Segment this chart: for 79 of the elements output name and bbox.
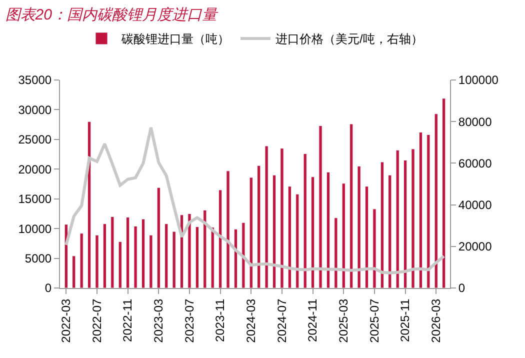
bar: [388, 174, 392, 288]
x-tick-label: 2025-11: [398, 298, 412, 342]
bar: [234, 228, 238, 288]
x-tick-label: 2024-03: [244, 298, 258, 343]
y-tick-label: 30000: [18, 102, 52, 117]
bar: [357, 166, 361, 288]
bar: [242, 222, 246, 288]
bar: [296, 194, 300, 288]
bar: [380, 162, 384, 288]
bar: [411, 148, 415, 288]
x-tick-label: 2022-07: [90, 298, 104, 343]
x-tick-label: 2023-11: [213, 298, 228, 342]
y2-tick-label: 20000: [458, 240, 492, 254]
bar: [434, 114, 438, 288]
x-tick-label: 2023-07: [182, 298, 196, 343]
bar: [404, 160, 408, 288]
bar: [203, 210, 207, 288]
bar: [95, 234, 99, 288]
bar: [164, 224, 168, 288]
bar: [272, 174, 276, 288]
x-tick-label: 2022-11: [120, 298, 135, 342]
bar: [218, 190, 222, 288]
bar: [226, 170, 230, 288]
x-tick-label: 2023-03: [152, 298, 166, 343]
bar: [249, 177, 253, 288]
bar: [110, 216, 114, 288]
x-tick-label: 2024-11: [306, 298, 320, 342]
bar: [342, 183, 346, 288]
y2-tick-label: 60000: [458, 156, 492, 170]
bar: [288, 186, 292, 288]
line-series: [64, 126, 446, 274]
bar: [372, 208, 376, 288]
bar: [264, 146, 268, 288]
bar: [118, 241, 122, 288]
x-tick-label: 2025-03: [336, 298, 351, 343]
bar: [172, 231, 176, 288]
y-tick-label: 15000: [18, 192, 52, 206]
x-tick-label: 2022-03: [59, 298, 74, 343]
bar: [195, 226, 199, 288]
y-tick-label: 10000: [18, 222, 52, 236]
y2-tick-label: 100000: [458, 73, 499, 88]
y-tick-label: 0: [44, 281, 52, 296]
bar: [334, 218, 338, 288]
bar: [350, 124, 354, 288]
y-tick-label: 25000: [18, 132, 52, 147]
x-tick-label: 2024-07: [274, 298, 289, 343]
bar: [426, 134, 430, 288]
bar: [80, 233, 84, 288]
bar: [88, 121, 92, 288]
bar: [364, 186, 369, 288]
bar: [311, 176, 315, 288]
legend-label: 碳酸锂进口量（吨）: [120, 32, 230, 46]
y2-tick-label: 80000: [458, 114, 492, 129]
y-tick-label: 5000: [24, 251, 52, 266]
bar: [326, 172, 330, 288]
bar: [303, 153, 307, 288]
bar: [102, 224, 106, 288]
bar: [149, 234, 153, 288]
bar: [210, 227, 214, 288]
legend-label: 进口价格（美元/吨，右轴）: [276, 32, 423, 46]
bar: [418, 132, 422, 288]
bar: [188, 213, 192, 288]
y2-tick-label: 0: [458, 281, 466, 296]
x-tick-label: 2026-03: [429, 298, 444, 343]
y2-tick-label: 40000: [458, 198, 492, 212]
bar: [396, 150, 400, 288]
chart-title: 图表20：国内碳酸锂月度进口量: [5, 6, 219, 24]
bar: [318, 126, 322, 288]
bar: [134, 226, 138, 288]
y-tick-label: 35000: [18, 73, 52, 88]
bar: [257, 165, 261, 288]
x-tick-label: 2025-07: [367, 298, 382, 343]
bar: [280, 148, 284, 288]
bar: [72, 256, 76, 288]
bar: [442, 98, 446, 288]
bar: [126, 217, 130, 288]
y-tick-label: 20000: [18, 162, 52, 176]
bar: [141, 218, 146, 288]
bar: [156, 187, 160, 288]
